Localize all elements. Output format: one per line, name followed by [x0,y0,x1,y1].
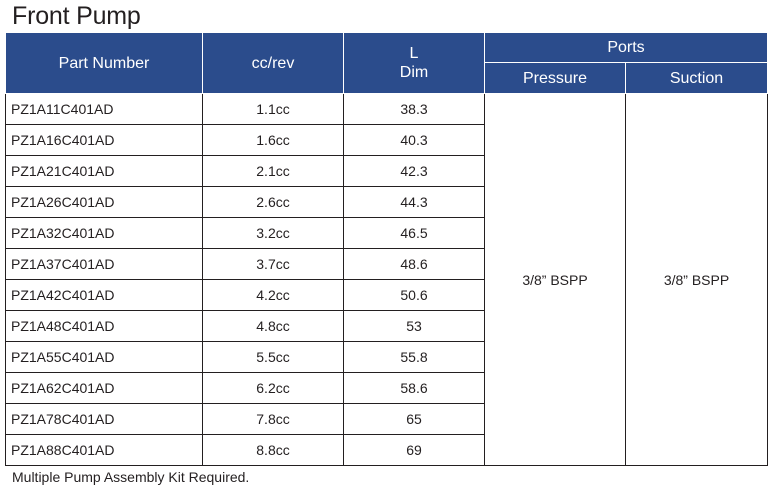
table-row: PZ1A88C401AD 8.8cc 69 [5,434,768,466]
pressure-port-cell: 3/8” BSPP [484,93,626,466]
l-dim-cell: 69 [343,434,485,466]
page-title: Front Pump [12,2,141,30]
table-row: PZ1A37C401AD 3.7cc 48.6 [5,248,768,280]
part-number-cell: PZ1A78C401AD [5,403,203,435]
header-cc-rev: cc/rev [202,32,344,94]
l-dim-cell: 40.3 [343,124,485,156]
l-dim-cell: 48.6 [343,248,485,280]
part-number-cell: PZ1A11C401AD [5,93,203,125]
table-row: PZ1A21C401AD 2.1cc 42.3 [5,155,768,187]
l-dim-cell: 58.6 [343,372,485,404]
table-header: Part Number cc/rev L Dim Ports Pressure … [5,32,768,94]
cc-rev-cell: 3.7cc [202,248,344,280]
part-number-cell: PZ1A16C401AD [5,124,203,156]
part-number-cell: PZ1A37C401AD [5,248,203,280]
part-number-cell: PZ1A55C401AD [5,341,203,373]
cc-rev-cell: 4.8cc [202,310,344,342]
suction-port-cell: 3/8” BSPP [625,93,768,466]
part-number-cell: PZ1A26C401AD [5,186,203,218]
cc-rev-cell: 3.2cc [202,217,344,249]
l-dim-cell: 44.3 [343,186,485,218]
cc-rev-cell: 2.6cc [202,186,344,218]
header-suction: Suction [625,62,768,94]
table-row: PZ1A78C401AD 7.8cc 65 [5,403,768,435]
table-row: PZ1A62C401AD 6.2cc 58.6 [5,372,768,404]
cc-rev-cell: 4.2cc [202,279,344,311]
cc-rev-cell: 1.1cc [202,93,344,125]
footnote: Multiple Pump Assembly Kit Required. [12,469,250,485]
cc-rev-cell: 5.5cc [202,341,344,373]
table-body: PZ1A11C401AD 1.1cc 38.3 3/8” BSPP 3/8” B… [5,93,768,466]
l-dim-cell: 42.3 [343,155,485,187]
header-l-dim: L Dim [343,32,485,94]
l-dim-cell: 46.5 [343,217,485,249]
table-row: PZ1A32C401AD 3.2cc 46.5 [5,217,768,249]
part-number-cell: PZ1A42C401AD [5,279,203,311]
cc-rev-cell: 6.2cc [202,372,344,404]
part-number-cell: PZ1A21C401AD [5,155,203,187]
cc-rev-cell: 2.1cc [202,155,344,187]
l-dim-cell: 53 [343,310,485,342]
cc-rev-cell: 1.6cc [202,124,344,156]
header-pressure: Pressure [484,62,626,94]
l-dim-cell: 55.8 [343,341,485,373]
part-number-cell: PZ1A62C401AD [5,372,203,404]
header-l-line2: Dim [399,64,429,81]
l-dim-cell: 65 [343,403,485,435]
cc-rev-cell: 7.8cc [202,403,344,435]
cc-rev-cell: 8.8cc [202,434,344,466]
table-row: PZ1A16C401AD 1.6cc 40.3 [5,124,768,156]
l-dim-cell: 38.3 [343,93,485,125]
part-number-cell: PZ1A48C401AD [5,310,203,342]
table-row: PZ1A26C401AD 2.6cc 44.3 [5,186,768,218]
header-ports: Ports [484,32,768,63]
table-row: PZ1A48C401AD 4.8cc 53 [5,310,768,342]
table-row: PZ1A11C401AD 1.1cc 38.3 3/8” BSPP 3/8” B… [5,93,768,466]
part-number-cell: PZ1A32C401AD [5,217,203,249]
part-number-cell: PZ1A88C401AD [5,434,203,466]
table-row: PZ1A55C401AD 5.5cc 55.8 [5,341,768,373]
header-l-line1: L [409,45,419,62]
header-part-number: Part Number [5,32,203,94]
front-pump-table: Part Number cc/rev L Dim Ports Pressure … [5,32,768,466]
l-dim-cell: 50.6 [343,279,485,311]
table-row: PZ1A42C401AD 4.2cc 50.6 [5,279,768,311]
